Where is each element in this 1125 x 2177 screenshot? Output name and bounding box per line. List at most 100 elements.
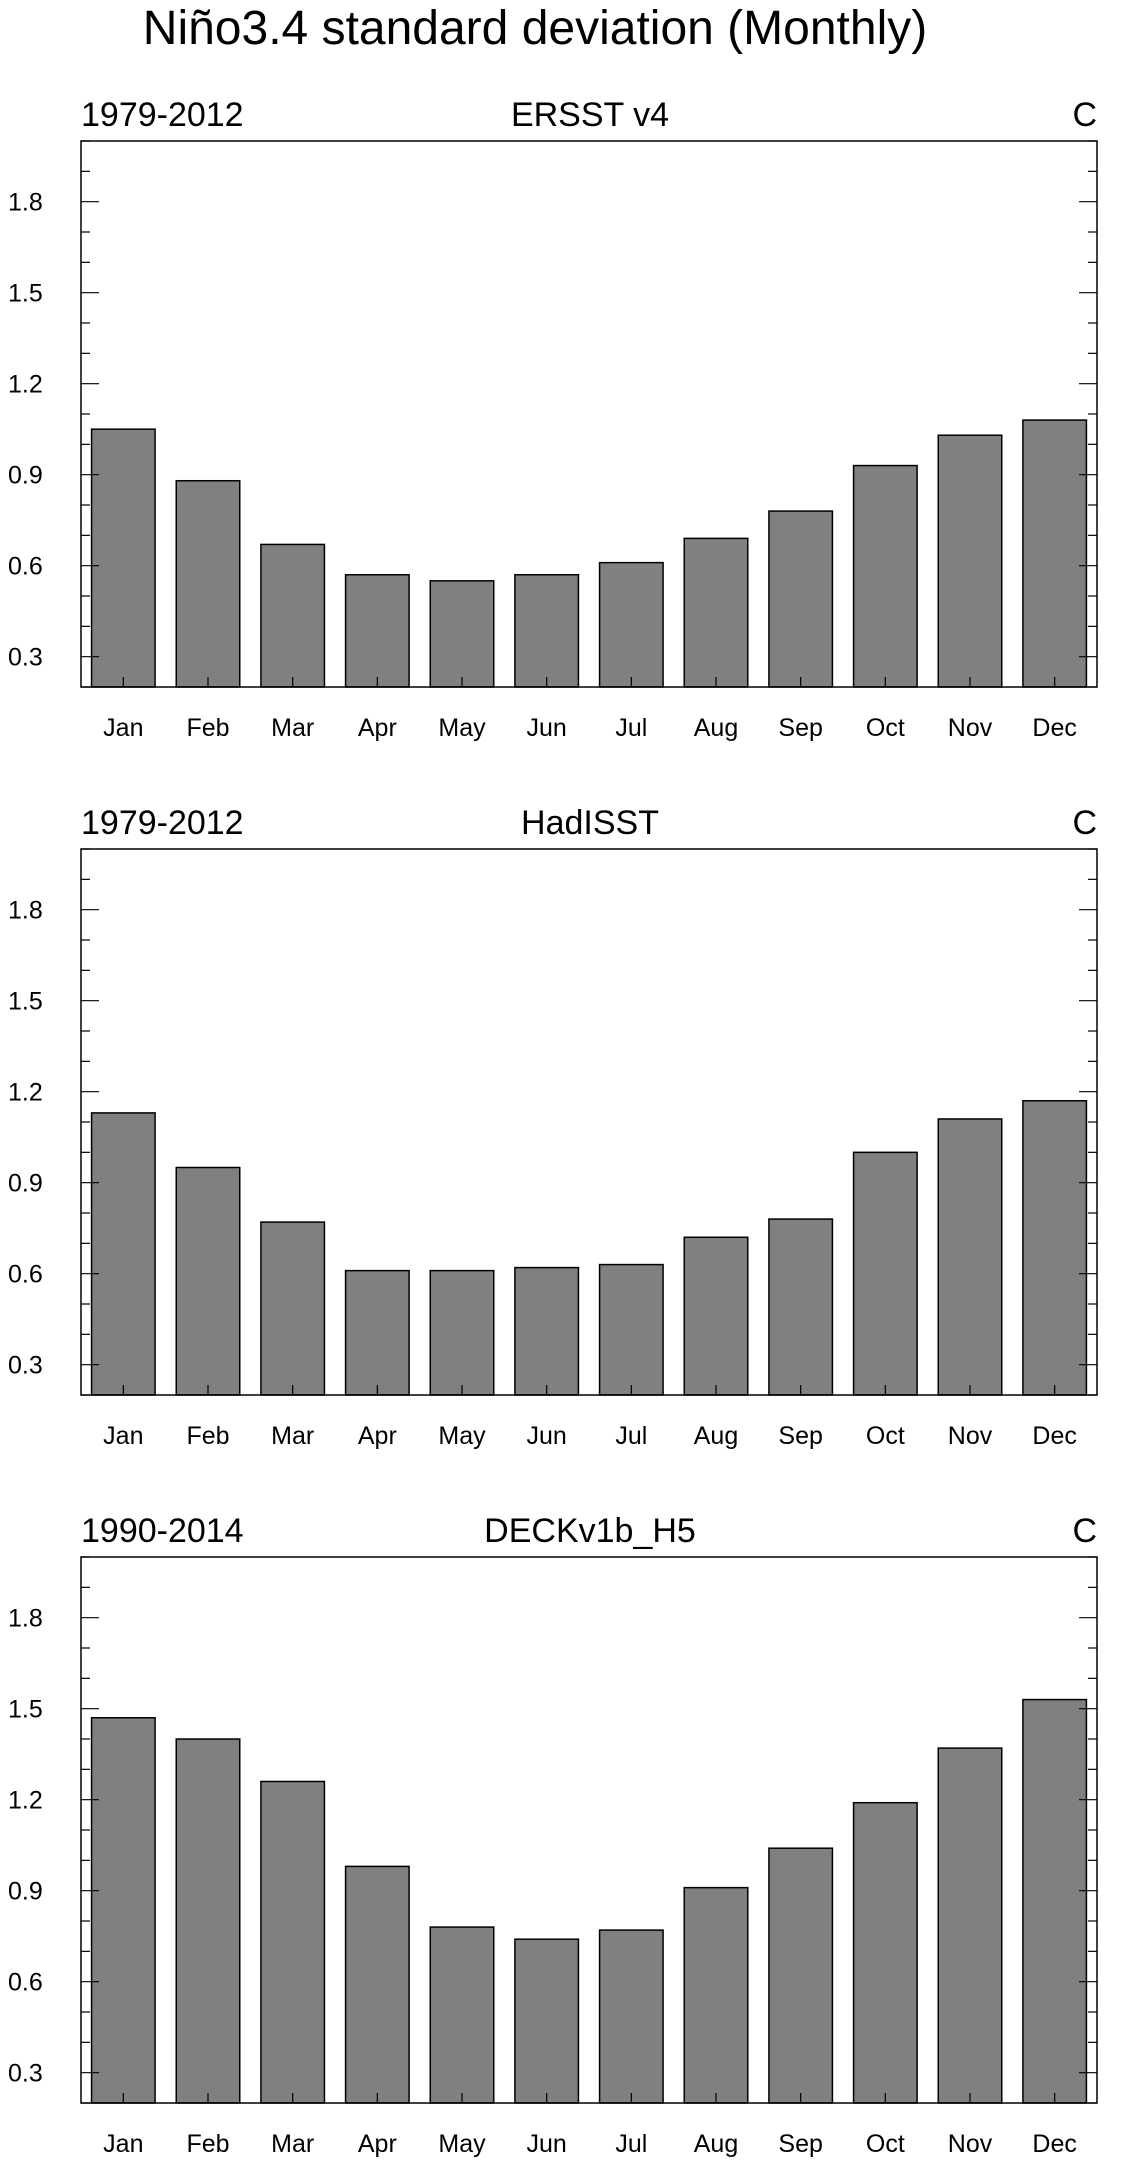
panel-units-label: C	[1072, 1512, 1097, 1550]
bar-dec	[1022, 419, 1088, 688]
panel-period-label: 1979-2012	[81, 804, 244, 842]
bar-mar	[260, 543, 326, 688]
y-tick-label: 0.3	[8, 2060, 43, 2088]
bar-jul	[598, 1263, 664, 1396]
x-tick-label-sep: Sep	[778, 714, 822, 742]
x-tick-label-oct: Oct	[866, 714, 905, 742]
bar-feb	[175, 479, 241, 688]
chart-panel-3: 0.3 0.6 0.9 1.2 1.5 1.8 Jan Feb Mar Apr May Jun Jul A…	[8, 1512, 1098, 2158]
chart-panel-2: 0.3 0.6 0.9 1.2 1.5 1.8 Jan Feb Mar Apr May Jun Jul A…	[8, 804, 1098, 1450]
x-tick-label-apr: Apr	[358, 714, 397, 742]
bar-apr	[344, 574, 410, 688]
x-tick-label-feb: Feb	[186, 714, 229, 742]
bar-oct	[852, 1151, 918, 1396]
bar-jan	[90, 1717, 156, 2104]
panel-period-label: 1990-2014	[81, 1512, 244, 1550]
y-tick-label: 0.9	[8, 462, 43, 490]
bar-jun	[514, 1266, 580, 1396]
x-tick-label-aug: Aug	[694, 714, 738, 742]
x-tick-label-feb: Feb	[186, 1422, 229, 1450]
bar-nov	[937, 434, 1003, 688]
y-tick-label: 1.8	[8, 897, 43, 925]
x-tick-label-jun: Jun	[527, 1422, 567, 1450]
bar-sep	[768, 510, 834, 688]
bar-jan	[90, 428, 156, 688]
x-tick-label-jun: Jun	[527, 2130, 567, 2158]
x-tick-label-dec: Dec	[1032, 714, 1076, 742]
panel-title: HadISST	[521, 804, 659, 842]
bar-mar	[260, 1780, 326, 2104]
x-tick-label-apr: Apr	[358, 1422, 397, 1450]
y-tick-label: 1.8	[8, 1605, 43, 1633]
y-tick-label: 0.6	[8, 553, 43, 581]
bar-may	[429, 1269, 495, 1396]
x-tick-label-sep: Sep	[778, 1422, 822, 1450]
x-tick-label-jun: Jun	[527, 714, 567, 742]
x-tick-label-nov: Nov	[948, 1422, 993, 1450]
bar-jun	[514, 574, 580, 688]
y-tick-label: 1.2	[8, 371, 43, 399]
bar-jul	[598, 1929, 664, 2104]
y-tick-label: 1.5	[8, 280, 43, 308]
bar-may	[429, 580, 495, 688]
y-tick-label: 1.5	[8, 988, 43, 1016]
bar-may	[429, 1926, 495, 2104]
bar-oct	[852, 1801, 918, 2104]
y-tick-label: 1.5	[8, 1696, 43, 1724]
x-tick-label-may: May	[438, 1422, 486, 1450]
y-tick-label: 0.9	[8, 1878, 43, 1906]
x-tick-label-apr: Apr	[358, 2130, 397, 2158]
x-tick-label-jan: Jan	[103, 2130, 143, 2158]
x-tick-label-nov: Nov	[948, 714, 993, 742]
bar-dec	[1022, 1698, 1088, 2104]
bar-nov	[937, 1747, 1003, 2104]
x-tick-label-sep: Sep	[778, 2130, 822, 2158]
x-tick-label-may: May	[438, 714, 486, 742]
bar-nov	[937, 1118, 1003, 1396]
x-tick-label-feb: Feb	[186, 2130, 229, 2158]
x-tick-label-nov: Nov	[948, 2130, 993, 2158]
bar-apr	[344, 1269, 410, 1396]
bar-apr	[344, 1865, 410, 2104]
bar-jan	[90, 1112, 156, 1396]
chart-panel-1: 0.3 0.6 0.9 1.2 1.5 1.8 Jan Feb Mar Apr May Jun Jul A…	[8, 96, 1098, 742]
y-tick-label: 1.2	[8, 1079, 43, 1107]
bar-dec	[1022, 1100, 1088, 1396]
bar-oct	[852, 464, 918, 688]
y-tick-label: 1.2	[8, 1787, 43, 1815]
x-tick-label-jul: Jul	[615, 714, 647, 742]
bar-feb	[175, 1166, 241, 1396]
panel-title: DECKv1b_H5	[484, 1512, 696, 1550]
x-tick-label-oct: Oct	[866, 2130, 905, 2158]
y-tick-label: 1.8	[8, 189, 43, 217]
bar-sep	[768, 1218, 834, 1396]
x-tick-label-aug: Aug	[694, 1422, 738, 1450]
x-tick-label-aug: Aug	[694, 2130, 738, 2158]
x-tick-label-jul: Jul	[615, 2130, 647, 2158]
figure-title: Niño3.4 standard deviation (Monthly)	[143, 2, 927, 55]
x-tick-label-mar: Mar	[271, 714, 314, 742]
panel-title: ERSST v4	[511, 96, 669, 134]
x-tick-label-dec: Dec	[1032, 1422, 1076, 1450]
panel-units-label: C	[1072, 96, 1097, 134]
y-tick-label: 0.3	[8, 644, 43, 672]
y-tick-label: 0.9	[8, 1170, 43, 1198]
x-tick-label-dec: Dec	[1032, 2130, 1076, 2158]
bar-aug	[683, 1236, 749, 1396]
panel-period-label: 1979-2012	[81, 96, 244, 134]
bar-aug	[683, 537, 749, 688]
x-tick-label-mar: Mar	[271, 2130, 314, 2158]
x-tick-label-mar: Mar	[271, 1422, 314, 1450]
bar-mar	[260, 1221, 326, 1396]
bar-jun	[514, 1938, 580, 2104]
bar-feb	[175, 1738, 241, 2104]
y-tick-label: 0.6	[8, 1261, 43, 1289]
x-tick-label-may: May	[438, 2130, 486, 2158]
x-tick-label-jan: Jan	[103, 714, 143, 742]
y-tick-label: 0.6	[8, 1969, 43, 1997]
y-tick-label: 0.3	[8, 1352, 43, 1380]
bar-jul	[598, 561, 664, 688]
x-tick-label-jul: Jul	[615, 1422, 647, 1450]
x-tick-label-jan: Jan	[103, 1422, 143, 1450]
